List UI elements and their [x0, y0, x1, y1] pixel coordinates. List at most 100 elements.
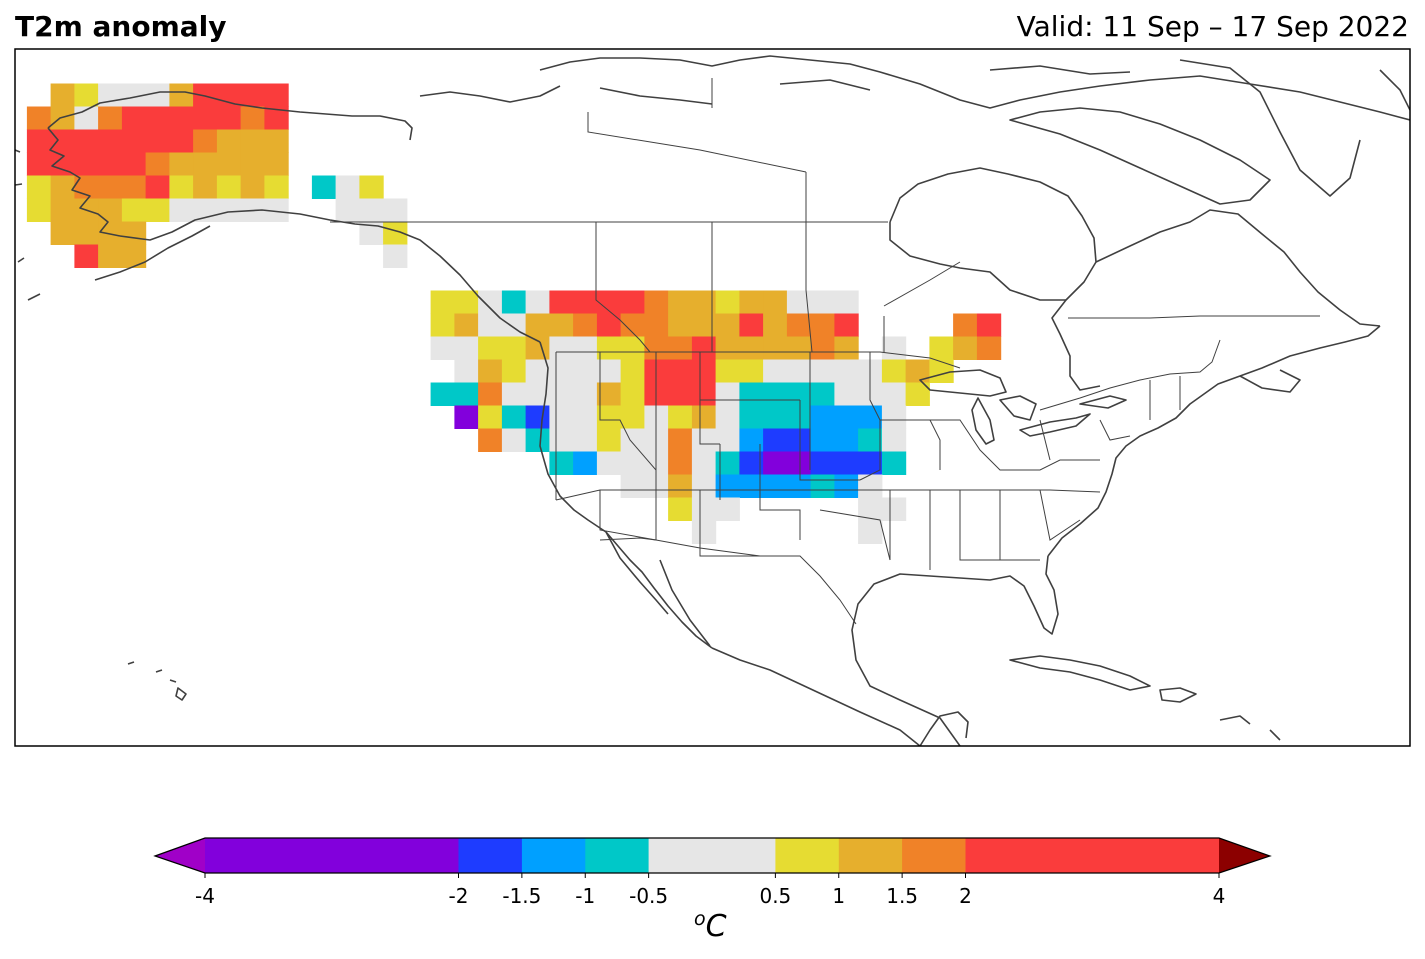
colorbar-block	[521, 838, 586, 873]
anomaly-cell	[478, 428, 503, 452]
anomaly-cell	[74, 221, 99, 245]
coastlines	[15, 55, 1410, 746]
anomaly-cell	[169, 106, 194, 130]
anomaly-cell	[145, 152, 170, 176]
anomaly-cell	[834, 428, 859, 452]
anomaly-cell	[50, 221, 75, 245]
colorbar-under-arrow	[155, 838, 205, 873]
anomaly-cell	[216, 106, 242, 130]
anomaly-cell	[240, 83, 265, 107]
anomaly-cell	[478, 405, 503, 429]
anomaly-cell	[50, 152, 75, 176]
anomaly-cell	[620, 451, 645, 475]
anomaly-cell	[644, 474, 669, 498]
anomaly-cell	[596, 359, 622, 383]
anomaly-cell	[620, 313, 645, 337]
colorbar-tick-label: 2	[959, 884, 972, 908]
anomaly-cell	[501, 290, 527, 314]
gulf-coast	[851, 555, 1059, 746]
hispaniola	[1159, 687, 1281, 741]
colorbar-tick-label: 0.5	[759, 884, 791, 908]
anomaly-cell	[74, 129, 99, 153]
anomaly-cell	[549, 451, 574, 475]
anomaly-cell	[763, 428, 788, 452]
anomaly-cell	[240, 175, 265, 199]
anomaly-cell	[810, 359, 835, 383]
borders	[330, 78, 1320, 625]
anomaly-cell	[858, 428, 883, 452]
anomaly-cell	[763, 313, 788, 337]
anomaly-cell	[430, 313, 455, 337]
anomaly-cell	[668, 290, 693, 314]
anomaly-cell	[858, 451, 883, 475]
baja-california	[605, 531, 711, 647]
anomaly-cell	[454, 313, 479, 337]
anomaly-cell	[644, 336, 669, 360]
anomaly-cell	[549, 405, 574, 429]
anomaly-cell	[881, 382, 907, 406]
anomaly-cell	[715, 474, 740, 498]
anomaly-cell	[383, 244, 408, 268]
anomaly-cell	[691, 497, 717, 521]
hudson-bay-west	[889, 222, 1066, 301]
anomaly-cell	[145, 106, 170, 130]
anomaly-cell	[691, 336, 717, 360]
anomaly-cell	[145, 83, 170, 107]
anomaly-cell	[834, 382, 859, 406]
anomaly-cell	[478, 313, 503, 337]
anomaly-cell	[644, 290, 669, 314]
aleutian-chain	[94, 225, 211, 281]
anomaly-cell	[715, 359, 740, 383]
aleutian-islands	[15, 149, 41, 301]
colorbar-tick-label: 4	[1213, 884, 1226, 908]
anomaly-cell	[739, 474, 764, 498]
colorbar-block	[458, 838, 523, 873]
anomaly-cell	[26, 198, 52, 222]
anomaly-cell	[50, 198, 75, 222]
anomaly-cell	[549, 313, 574, 337]
anomaly-cell	[739, 290, 764, 314]
anomaly-cell	[26, 106, 52, 130]
anomaly-cell	[525, 313, 550, 337]
anomaly-cell	[454, 290, 479, 314]
anomaly-cell	[763, 474, 788, 498]
anomaly-cell	[216, 152, 242, 176]
anomaly-cell	[359, 198, 384, 222]
anomaly-cell	[668, 405, 693, 429]
alaska-west-coast	[47, 127, 121, 237]
anomaly-cell	[786, 405, 812, 429]
anomaly-cell	[763, 451, 788, 475]
colorbar-block	[648, 838, 776, 873]
anomaly-cell	[929, 359, 954, 383]
anomaly-cell	[715, 405, 740, 429]
anomaly-cell	[881, 497, 907, 521]
anomaly-cell	[620, 290, 645, 314]
anomaly-cell	[786, 290, 812, 314]
anomaly-cell	[668, 451, 693, 475]
anomaly-cell	[691, 451, 717, 475]
anomaly-cell	[668, 428, 693, 452]
colorbar-block	[965, 838, 1220, 873]
anomaly-cell	[98, 244, 123, 268]
anomaly-cell	[193, 129, 218, 153]
colorbar-tick-label: -2	[449, 884, 469, 908]
anomaly-cell	[763, 336, 788, 360]
anomaly-cell	[121, 83, 147, 107]
anomaly-cell	[905, 359, 930, 383]
anomaly-cell	[763, 359, 788, 383]
anomaly-cell	[739, 313, 764, 337]
mexico-border	[599, 537, 857, 625]
anomaly-cell	[549, 290, 574, 314]
hudson-bay	[889, 167, 1101, 391]
anomaly-cell	[145, 175, 170, 199]
anomaly-cell	[810, 405, 835, 429]
anomaly-cell	[264, 106, 289, 130]
anomaly-cell	[573, 382, 598, 406]
anomaly-cell	[454, 382, 479, 406]
anomaly-cell	[50, 129, 75, 153]
anomaly-cell	[169, 198, 194, 222]
anomaly-cell	[145, 129, 170, 153]
anomaly-cell	[216, 198, 242, 222]
anomaly-cell	[691, 290, 717, 314]
